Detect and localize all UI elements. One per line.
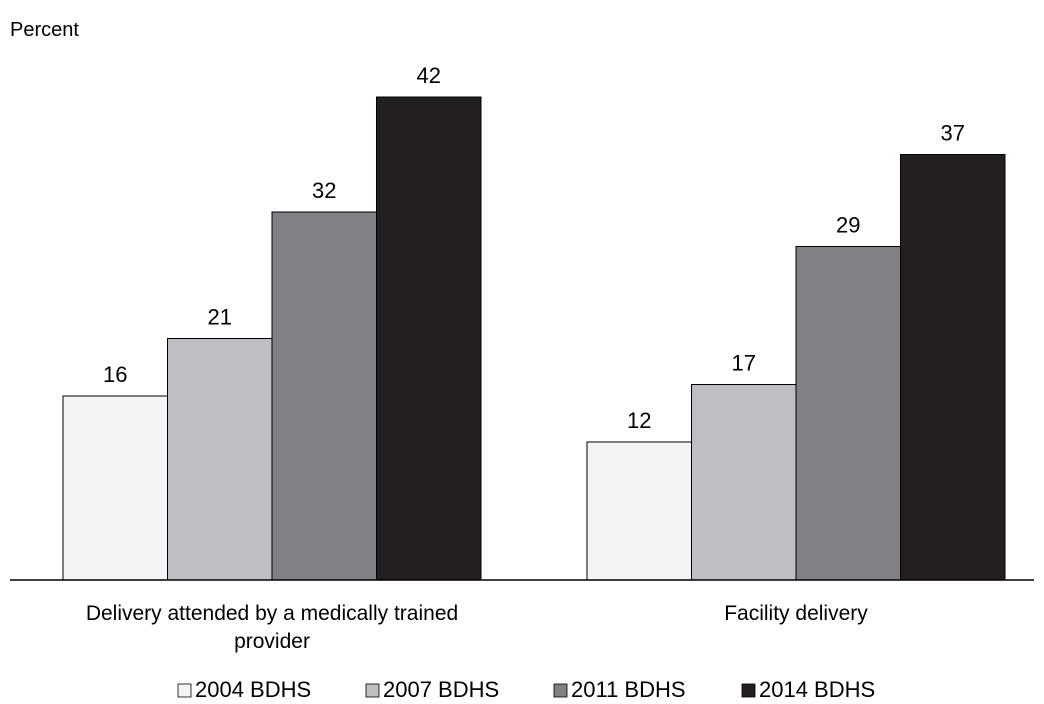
legend-label-2007: 2007 BDHS bbox=[383, 677, 499, 702]
bar-2004-cat-2 bbox=[586, 441, 692, 581]
legend-swatch-2007 bbox=[365, 683, 380, 698]
bar-2011-cat-1 bbox=[271, 211, 377, 581]
data-label-2011-cat-1: 32 bbox=[312, 178, 336, 203]
data-label-2007-cat-2: 17 bbox=[732, 351, 756, 376]
legend: 2004 BDHS 2007 BDHS 2011 BDHS 2014 BDHS bbox=[177, 677, 875, 702]
bar-2014-cat-2 bbox=[900, 154, 1006, 581]
category-label-1-line-1: Delivery attended by a medically trained bbox=[86, 602, 458, 625]
data-label-2011-cat-2: 29 bbox=[836, 213, 860, 238]
bar-2007-cat-1 bbox=[167, 338, 273, 581]
legend-swatch-2014 bbox=[741, 683, 756, 698]
bars-group: 16 21 32 42 12 17 29 37 bbox=[62, 63, 1006, 581]
data-label-2004-cat-2: 12 bbox=[627, 408, 651, 433]
y-axis-label: Percent bbox=[10, 19, 79, 41]
data-label-2004-cat-1: 16 bbox=[103, 362, 127, 387]
data-label-2007-cat-1: 21 bbox=[208, 305, 232, 330]
category-labels: Delivery attended by a medically trained… bbox=[86, 602, 868, 653]
legend-swatch-2011 bbox=[553, 683, 568, 698]
category-label-1-line-2: provider bbox=[234, 630, 310, 653]
category-label-2-line-1: Facility delivery bbox=[724, 602, 868, 625]
legend-swatch-2004 bbox=[177, 683, 192, 698]
legend-label-2004: 2004 BDHS bbox=[195, 677, 311, 702]
bar-2011-cat-2 bbox=[795, 246, 901, 581]
bar-2007-cat-2 bbox=[691, 384, 797, 581]
data-label-2014-cat-2: 37 bbox=[941, 121, 965, 146]
legend-label-2011: 2011 BDHS bbox=[571, 677, 686, 702]
bar-2004-cat-1 bbox=[62, 395, 168, 581]
legend-label-2014: 2014 BDHS bbox=[759, 677, 875, 702]
data-label-2014-cat-1: 42 bbox=[417, 63, 441, 88]
bar-2014-cat-1 bbox=[376, 96, 482, 581]
